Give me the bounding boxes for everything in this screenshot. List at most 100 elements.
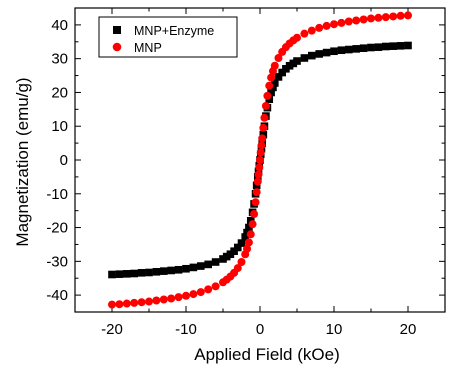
y-tick-label: 30	[51, 51, 68, 68]
data-point	[254, 170, 263, 179]
data-point	[265, 81, 274, 90]
data-point	[246, 230, 255, 239]
data-point	[257, 141, 266, 150]
y-tick-label: 40	[51, 17, 68, 34]
data-point	[315, 23, 324, 32]
data-point	[269, 83, 277, 92]
data-point	[330, 47, 338, 56]
y-axis-label: Magnetization (emu/g)	[13, 77, 32, 246]
data-point	[245, 223, 253, 232]
data-point	[250, 210, 259, 219]
data-point	[396, 11, 405, 20]
data-point	[160, 267, 168, 275]
series-mnp	[108, 11, 412, 309]
data-point	[359, 15, 368, 24]
data-point	[130, 269, 138, 278]
data-point	[108, 270, 116, 279]
data-point	[243, 244, 252, 253]
data-point	[115, 270, 124, 278]
data-point	[152, 268, 161, 276]
data-point	[244, 238, 253, 247]
data-point	[382, 42, 390, 51]
legend-box	[98, 16, 238, 58]
data-point	[159, 295, 168, 304]
data-point	[115, 300, 124, 309]
data-point	[145, 297, 153, 306]
data-point	[293, 57, 301, 65]
data-point	[255, 163, 264, 172]
data-point	[359, 44, 368, 52]
data-point	[374, 13, 383, 22]
data-point	[293, 33, 301, 42]
data-point	[337, 18, 346, 27]
data-point	[256, 156, 264, 164]
data-point	[174, 293, 183, 302]
data-point	[233, 264, 242, 273]
data-point	[167, 266, 175, 275]
data-point	[252, 188, 261, 197]
x-tick-label: -20	[101, 321, 123, 338]
x-tick-label: -10	[175, 321, 197, 338]
data-point	[145, 268, 153, 277]
data-point	[315, 50, 323, 58]
data-point	[270, 61, 279, 70]
data-point	[300, 29, 309, 38]
data-point	[122, 299, 131, 308]
data-point	[352, 16, 361, 25]
data-point	[404, 41, 412, 50]
data-point	[258, 134, 267, 143]
data-point	[345, 45, 353, 54]
data-point	[243, 228, 251, 237]
data-point	[367, 43, 375, 52]
x-tick-label: 0	[256, 321, 264, 338]
data-point	[130, 298, 139, 307]
data-point	[267, 73, 276, 82]
data-point	[389, 12, 398, 21]
legend-label-mnp: MNP	[134, 41, 162, 55]
data-point	[204, 285, 213, 294]
data-point	[256, 148, 265, 157]
data-point	[352, 45, 360, 53]
data-point	[367, 14, 375, 23]
data-point	[251, 198, 260, 207]
data-point	[137, 269, 146, 277]
data-point	[204, 260, 212, 269]
data-point	[237, 258, 246, 267]
y-tick-label: 0	[60, 152, 68, 169]
data-point	[241, 233, 249, 241]
data-point	[263, 91, 272, 100]
data-point	[167, 294, 176, 303]
data-point	[152, 296, 161, 305]
data-point	[196, 288, 205, 297]
data-point	[174, 265, 183, 274]
data-point	[274, 73, 283, 81]
data-point	[234, 243, 242, 252]
data-point	[381, 13, 390, 22]
y-tick-label: 10	[51, 118, 68, 135]
data-point	[259, 123, 268, 132]
legend-label-mnp-enzyme: MNP+Enzyme	[134, 24, 214, 38]
x-tick-label: 20	[400, 321, 417, 338]
data-point	[211, 258, 220, 266]
data-point	[211, 282, 220, 291]
data-point	[123, 270, 131, 278]
y-tick-label: 20	[51, 84, 68, 101]
data-point	[307, 26, 316, 35]
data-point	[374, 43, 383, 51]
data-point	[248, 220, 257, 229]
legend-marker-mnp	[112, 42, 122, 52]
y-tick-label: -30	[46, 253, 68, 270]
data-point	[182, 264, 190, 273]
data-point	[271, 79, 279, 87]
data-point	[404, 11, 412, 20]
data-point	[396, 42, 405, 50]
data-point	[189, 263, 198, 272]
data-point	[253, 177, 262, 186]
data-point	[337, 46, 346, 55]
y-tick-label: -40	[46, 287, 68, 304]
data-point	[237, 239, 246, 247]
data-point	[260, 113, 269, 122]
legend-marker-mnp-enzyme	[113, 26, 121, 34]
data-point	[300, 54, 309, 62]
